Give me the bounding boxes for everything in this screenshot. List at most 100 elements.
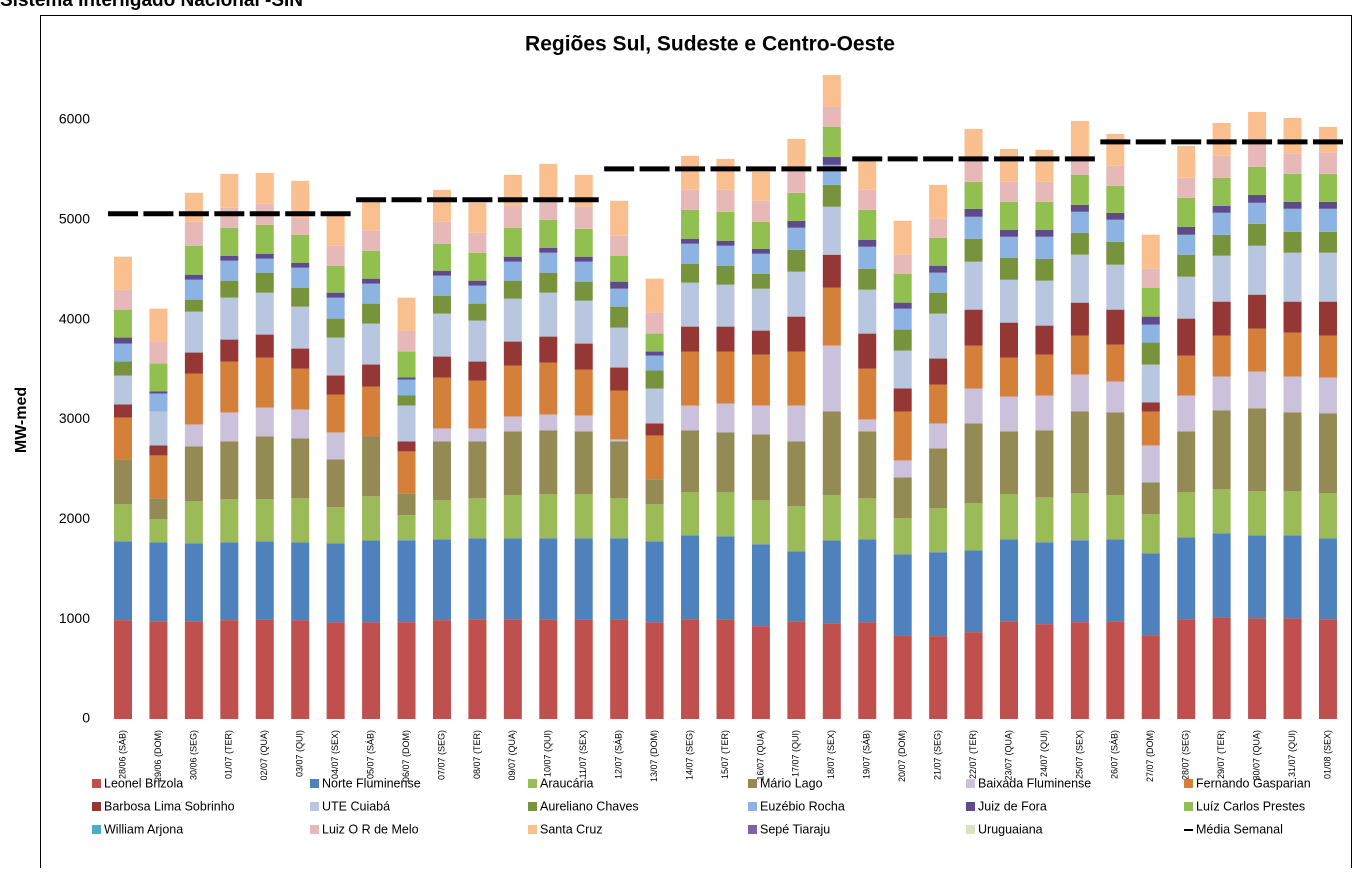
bar-segment [1283,332,1302,377]
bar-segment [114,504,132,542]
bar-segment [1283,153,1302,174]
bar-segment [362,323,381,365]
x-tick-label: 28/06 (SÁB) [117,730,127,779]
bar-segment [326,543,345,623]
bar-segment [1000,201,1018,230]
bar-segment [645,351,664,356]
bar-segment [716,403,735,433]
bar-segment [574,300,593,344]
bar-segment [397,622,416,719]
legend-label: Aureliano Chaves [540,799,639,813]
bar-segment [1177,145,1196,178]
x-tick-label: 16/07 (QUA) [755,730,765,781]
bar-segment [822,156,841,165]
bar-segment [893,220,912,255]
bar-segment [716,326,735,352]
bar-segment [645,479,664,505]
bar-segment [503,619,522,719]
bar-segment [964,181,983,209]
bar-segment [787,249,806,272]
bar-segment [858,539,877,623]
bar-segment [822,287,841,346]
bar-segment [539,292,558,337]
bar-segment [1106,621,1125,719]
bar-segment [822,206,841,255]
bar-segment [610,327,629,368]
bar-segment [858,159,877,190]
x-tick-label: 17/07 (QUI) [791,730,801,777]
bar-segment [716,189,735,212]
bar-segment [1035,280,1054,326]
bar-segment [432,441,451,501]
bar-segment [751,171,770,201]
bar-segment [787,138,806,170]
bar-segment [822,126,841,157]
x-tick-label: 02/07 (QUA) [259,730,269,781]
legend-swatch [1184,802,1193,811]
bar-segment [1248,194,1267,203]
bar-segment [574,538,593,620]
bar-segment [1070,411,1089,494]
bar-segment [503,416,522,432]
bar-segment [326,459,345,508]
bar-segment [503,495,522,539]
bar-segment [362,540,381,623]
bar-segment [291,620,310,719]
bar-segment [645,423,664,436]
x-tick-label: 07/07 (SEG) [436,730,446,780]
x-tick-label: 26/07 (SÁB) [1110,730,1120,779]
bar-segment [681,189,700,210]
bar-segment [397,395,416,406]
legend-label: Leonel Brizola [104,776,183,790]
bar-segment [1177,276,1196,319]
bar-segment [432,539,451,621]
bar-segment [1318,538,1337,620]
bar-segment [539,362,558,415]
bar-segment [858,239,877,247]
bar-segment [468,232,487,253]
bar-segment [1248,202,1267,224]
bar-segment [539,219,558,248]
bar-segment [1283,618,1302,719]
bar-segment [1070,302,1089,336]
y-tick-label: 3000 [59,410,90,426]
bar-segment [1177,226,1196,235]
bar-segment [964,208,983,217]
bar-segment [220,255,239,261]
bar-segment [326,337,345,376]
bar-segment [291,438,310,499]
x-tick-label: 05/07 (SÁB) [365,730,375,779]
bar-segment [1000,279,1018,323]
bar-segment [822,540,841,624]
bar-segment [858,498,877,540]
bar-segment [326,245,345,266]
bar-segment [255,436,274,500]
bar-segment [681,619,700,719]
bar-segment [964,632,983,719]
bar-segment [539,163,558,198]
bar-segment [1000,236,1018,258]
bar-segment [1141,553,1160,636]
bar-segment [539,252,558,273]
bar-segment [964,388,983,424]
bar-segment [1035,149,1054,182]
bar-segment [291,267,310,288]
bar-segment [503,365,522,417]
legend-label: Média Semanal [1196,822,1283,836]
x-tick-label: 31/07 (QUI) [1287,730,1297,777]
legend-swatch [966,802,975,811]
bar-segment [184,279,203,300]
bar-segment [893,302,912,309]
bar-segment [822,411,841,496]
x-tick-label: 06/07 (DOM) [401,730,411,782]
bar-segment [787,316,806,352]
bar-segment [1000,181,1018,202]
bar-segment [822,106,841,127]
bar-segment [1318,619,1337,719]
bar-segment [1212,376,1231,411]
bar-segment [326,375,345,395]
bar-segment [574,281,593,301]
bar-segment [468,498,487,539]
bar-segment [468,252,487,281]
bar-segment [1283,301,1302,333]
